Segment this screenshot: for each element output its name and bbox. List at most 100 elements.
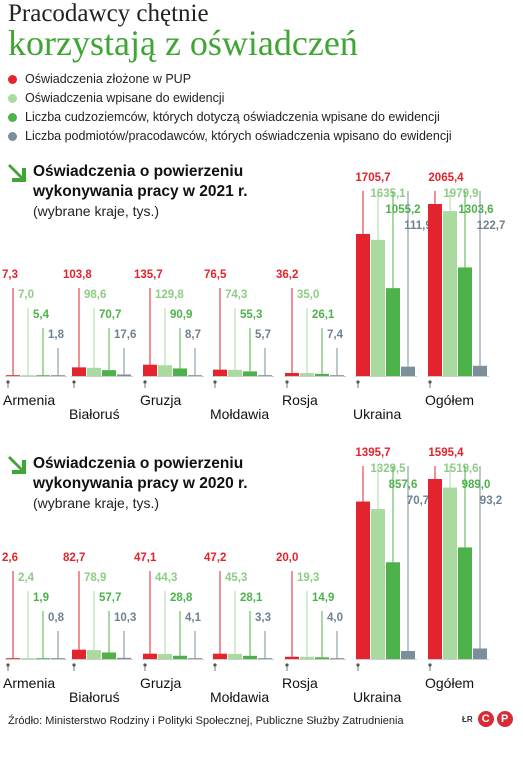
value-label-foreigners-armenia: 1,9 [33,592,49,604]
value-label-submitted-ukraina: 1395,7 [355,447,390,459]
page-title-line2: korzystają z oświadczeń [8,23,358,63]
legend-swatch-foreigners [8,113,17,122]
bar-submitted-ogolem [428,204,442,376]
legend-item-submitted: Oświadczenia złożone w PUP [8,70,452,89]
bar-registered-moldawia [228,653,242,659]
bar-employers-bialorus [117,657,131,659]
category-label-armenia: Armenia [3,392,55,408]
legend: Oświadczenia złożone w PUP Oświadczenia … [8,70,452,146]
value-label-submitted-bialorus: 103,8 [63,269,92,281]
bar-submitted-bialorus [72,367,86,376]
bar-submitted-ukraina [356,501,370,659]
category-marker-rosja [285,663,289,667]
chart-title-line1: Oświadczenia o powierzeniu [33,163,243,180]
legend-swatch-registered [8,94,17,103]
legend-label-employers: Liczba podmiotów/pracodawców, których oś… [25,129,452,143]
bar-employers-rosja [330,375,344,376]
legend-item-employers: Liczba podmiotów/pracodawców, których oś… [8,127,452,146]
bar-foreigners-bialorus [102,652,116,659]
category-label-moldawia: Mołdawia [210,406,269,422]
chart-subtitle: (wybrane kraje, tys.) [33,495,159,511]
bar-submitted-ukraina [356,233,370,376]
bar-employers-armenia [51,658,65,659]
bar-employers-rosja [330,658,344,659]
value-label-registered-ukraina: 1329,5 [370,463,406,475]
bar-registered-rosja [300,656,314,659]
category-label-rosja: Rosja [282,675,318,691]
value-label-employers-rosja: 4,0 [327,612,343,624]
category-marker-moldawia [213,663,217,667]
bar-submitted-armenia [6,375,20,376]
bar-foreigners-gruzja [173,368,187,376]
bar-registered-ukraina [371,239,385,376]
bar-foreigners-rosja [315,373,329,376]
bar-employers-ogolem [473,648,487,659]
bar-employers-ukraina [401,366,415,376]
bar-registered-ogolem [443,211,457,376]
bar-employers-gruzja [188,658,202,659]
value-label-employers-ukraina: 70,7 [407,495,429,507]
value-label-registered-moldawia: 45,3 [225,572,247,584]
bar-submitted-gruzja [143,653,157,659]
bar-foreigners-moldawia [243,371,257,376]
bar-submitted-bialorus [72,649,86,659]
arrow-down-right-icon [8,456,26,474]
category-marker-bialorus [72,663,76,667]
value-label-foreigners-rosja: 14,9 [312,592,334,604]
value-label-foreigners-ukraina: 857,6 [389,479,418,491]
bar-registered-gruzja [158,654,172,659]
value-label-foreigners-rosja: 26,1 [312,309,335,321]
value-label-registered-ukraina: 1635,1 [370,188,406,200]
value-label-employers-moldawia: 5,7 [255,329,271,341]
value-label-registered-bialorus: 98,6 [84,289,106,301]
category-marker-ukraina [356,663,360,667]
bar-employers-ukraina [401,651,415,659]
category-label-bialorus: Białoruś [69,689,120,705]
category-marker-gruzja [143,663,147,667]
bar-submitted-rosja [285,372,299,376]
value-label-foreigners-ogolem: 989,0 [462,479,491,491]
bar-registered-bialorus [87,650,101,659]
bar-registered-gruzja [158,365,172,376]
value-label-submitted-armenia: 7,3 [2,269,18,281]
value-label-registered-gruzja: 44,3 [155,572,177,584]
value-label-registered-rosja: 19,3 [297,572,319,584]
value-label-foreigners-gruzja: 90,9 [170,309,192,321]
bar-foreigners-ukraina [386,562,400,659]
value-label-registered-ogolem: 1979,9 [443,188,478,200]
value-label-employers-gruzja: 4,1 [185,612,202,624]
value-label-registered-armenia: 7,0 [18,289,34,301]
bar-employers-bialorus [117,374,131,376]
bar-registered-moldawia [228,369,242,376]
legend-item-foreigners: Liczba cudzoziemców, których dotyczą ośw… [8,108,452,127]
value-label-submitted-armenia: 2,6 [2,552,18,564]
bar-registered-rosja [300,373,314,376]
category-marker-moldawia [213,380,217,384]
bar-registered-ukraina [371,509,385,659]
bar-foreigners-armenia [36,658,50,659]
bar-submitted-moldawia [213,369,227,376]
category-label-ukraina: Ukraina [353,689,401,705]
bar-employers-armenia [51,375,65,376]
category-label-gruzja: Gruzja [140,675,181,691]
category-label-ukraina: Ukraina [353,406,401,422]
category-marker-ogolem [428,380,432,384]
value-label-employers-bialorus: 17,6 [114,329,136,341]
category-marker-ukraina [356,380,360,384]
value-label-registered-moldawia: 74,3 [225,289,247,301]
value-label-employers-ogolem: 93,2 [480,495,502,507]
value-label-foreigners-moldawia: 55,3 [240,309,262,321]
bar-registered-ogolem [443,487,457,659]
logo-circle-p: P [496,711,513,727]
bar-submitted-gruzja [143,364,157,376]
value-label-registered-ogolem: 1519,6 [443,463,478,475]
value-label-foreigners-bialorus: 70,7 [99,309,121,321]
value-label-submitted-moldawia: 76,5 [204,269,227,281]
value-label-foreigners-ogolem: 1303,6 [458,204,493,216]
bar-employers-moldawia [258,375,272,376]
legend-label-foreigners: Liczba cudzoziemców, których dotyczą ośw… [25,110,440,124]
value-label-submitted-rosja: 20,0 [276,552,298,564]
value-label-submitted-rosja: 36,2 [276,269,298,281]
chart-title-line2: wykonywania pracy w 2021 r. [32,183,248,200]
